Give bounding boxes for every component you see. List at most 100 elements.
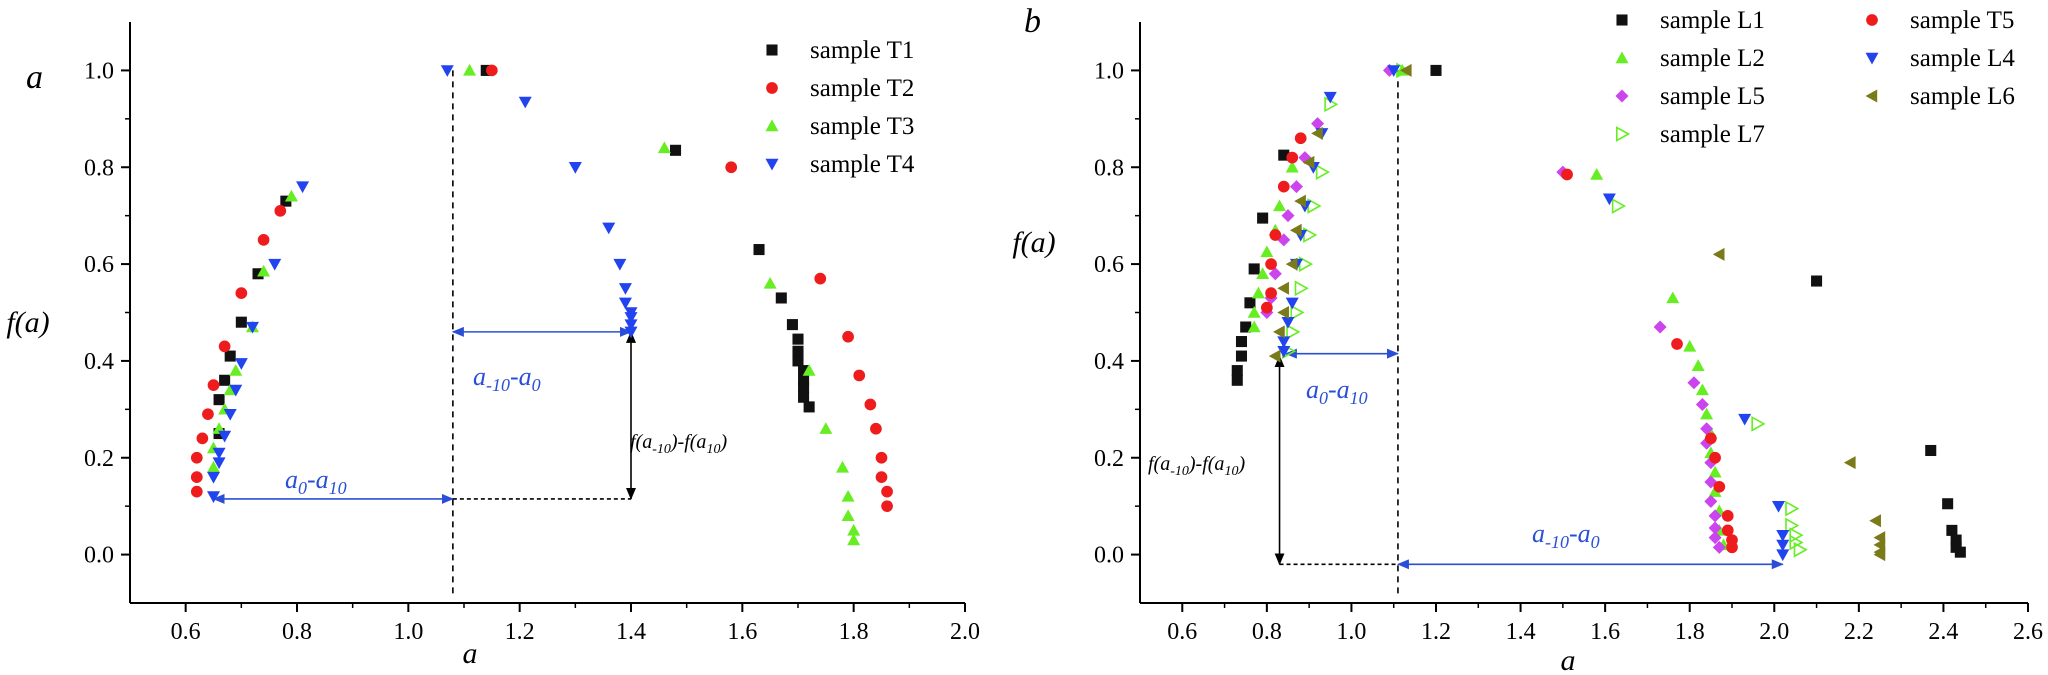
legend-marker: [1616, 14, 1628, 26]
data-point: [1738, 413, 1752, 426]
data-point: [1273, 199, 1287, 212]
data-point: [235, 287, 248, 299]
data-point: [1286, 151, 1299, 164]
legend-item: sample L7: [1616, 121, 1765, 148]
data-point: [1256, 267, 1270, 279]
data-point: [268, 258, 282, 271]
data-point: [1700, 422, 1714, 436]
data-point: [1946, 524, 1958, 536]
data-point: [657, 141, 671, 154]
data-point: [190, 485, 203, 498]
panel-a-ticks: 0.6 0.8 1.0 1.2 1.4 1.6 1.8 2.0 0.0 0.2 0.4 0.6 0.8 1…: [84, 58, 980, 645]
series-sample-l4: [1277, 65, 1790, 562]
data-point: [1708, 521, 1722, 535]
data-point: [1776, 539, 1790, 552]
panel-b-annotation-a0-a10: a0-a10: [1306, 375, 1368, 408]
data-point: [296, 181, 310, 194]
data-point: [196, 432, 209, 445]
series-sample-t2: [190, 64, 893, 513]
panel-b-x-axis-title: a: [1561, 644, 1576, 675]
data-point: [207, 491, 220, 503]
data-point: [1277, 346, 1291, 358]
data-point: [1695, 383, 1709, 396]
data-point: [207, 379, 220, 391]
legend-item: sample L5: [1615, 83, 1765, 110]
data-point: [1873, 548, 1886, 562]
panel-a-letter: a: [26, 59, 43, 96]
data-point: [1399, 63, 1412, 77]
data-point: [841, 489, 855, 502]
legend-item: sample T2: [766, 75, 914, 102]
data-point: [624, 319, 638, 332]
data-point: [274, 204, 287, 217]
data-point: [1430, 64, 1442, 76]
data-point: [1772, 500, 1786, 513]
data-point: [792, 355, 804, 367]
panel-a-annotation-a0-a10: a0-a10: [285, 465, 347, 498]
data-point: [223, 408, 237, 421]
data-point: [1277, 336, 1291, 349]
x-tick-label: 2.0: [1759, 619, 1789, 645]
legend-item: sample L2: [1615, 45, 1765, 72]
legend-label: sample T4: [810, 151, 915, 178]
data-point: [1240, 321, 1252, 333]
data-point: [1278, 149, 1290, 161]
x-tick-label: 1.0: [1336, 619, 1366, 645]
data-point: [836, 460, 850, 473]
panel-a: a 0.6 0.8 1.0 1.2 1.4 1.6 1.8 2.00.00.20.40.60.…: [6, 22, 980, 670]
legend-item: sample T4: [765, 151, 915, 178]
legend-label: sample T2: [810, 75, 914, 102]
data-point: [1247, 320, 1261, 333]
data-point: [798, 374, 810, 386]
data-point: [1708, 465, 1722, 478]
data-point: [1776, 530, 1790, 542]
data-point: [1721, 509, 1734, 522]
data-point: [1713, 480, 1726, 493]
data-point: [725, 161, 738, 174]
data-point: [1843, 456, 1856, 470]
data-point: [1705, 432, 1717, 445]
data-point: [875, 451, 888, 464]
panel-b-marks: [1231, 62, 1966, 562]
y-tick-label: 0.4: [84, 349, 114, 375]
data-point: [1257, 212, 1269, 224]
data-point: [864, 398, 877, 411]
data-point: [1954, 546, 1966, 558]
legend-item: sample L1: [1616, 7, 1765, 34]
data-point: [875, 471, 888, 483]
data-point: [1235, 336, 1248, 348]
data-point: [792, 333, 804, 345]
data-point: [1265, 287, 1277, 299]
y-tick-label: 0.2: [1094, 446, 1124, 472]
data-point: [1294, 194, 1306, 208]
data-point: [814, 272, 827, 285]
data-point: [1942, 498, 1954, 510]
data-point: [1290, 304, 1305, 321]
legend-item: sample T5: [1866, 7, 2014, 34]
data-point: [1251, 286, 1265, 299]
data-point: [847, 533, 861, 546]
y-tick-label: 1.0: [1094, 58, 1124, 84]
x-tick-label: 2.6: [2013, 619, 2043, 645]
x-tick-label: 0.6: [1167, 619, 1197, 645]
data-point: [257, 264, 271, 277]
data-point: [229, 364, 243, 376]
legend-marker: [1866, 14, 1878, 26]
data-point: [229, 384, 243, 397]
data-point: [798, 391, 810, 403]
data-point: [1273, 325, 1285, 339]
legend-marker: [1865, 52, 1879, 65]
data-point: [1294, 132, 1307, 145]
data-point: [1285, 257, 1298, 271]
legend-marker: [1615, 51, 1629, 64]
y-tick-label: 0.8: [1094, 155, 1124, 181]
data-point: [792, 345, 804, 357]
legend-marker: [1616, 126, 1631, 142]
data-point: [1666, 291, 1680, 304]
legend-item: sample L4: [1865, 45, 2015, 72]
data-point: [224, 350, 236, 362]
data-point: [257, 234, 270, 246]
data-point: [613, 258, 627, 271]
data-point: [847, 523, 861, 536]
legend-label: sample L7: [1660, 121, 1765, 148]
